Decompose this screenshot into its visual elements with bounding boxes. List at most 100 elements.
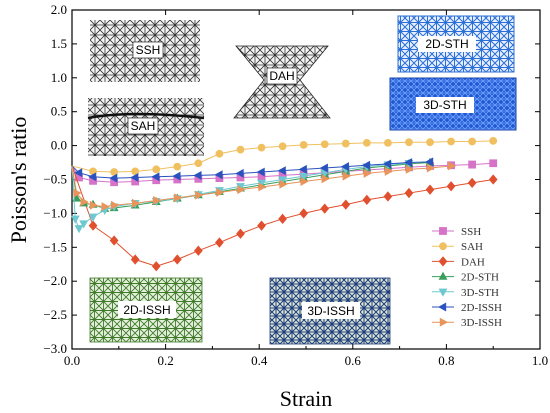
x-tick-label: 0.6 <box>345 353 362 368</box>
legend-marker <box>439 317 448 327</box>
data-point-3d-issh <box>405 164 414 174</box>
data-point-sah <box>405 138 413 147</box>
y-tick-label: −0.5 <box>43 172 67 187</box>
legend-marker <box>438 271 448 280</box>
data-point-sah <box>236 145 245 154</box>
data-point-sah <box>194 159 203 168</box>
data-point-2d-issh <box>256 167 265 177</box>
series-layer <box>70 136 498 272</box>
data-point-dah <box>236 228 245 239</box>
data-point-3d-issh <box>132 198 141 208</box>
data-point-2d-issh <box>425 157 434 167</box>
data-point-3d-issh <box>447 161 457 171</box>
y-tick-label: −2.0 <box>43 273 67 288</box>
legend-item-sah: SAH <box>432 241 483 253</box>
y-tick-label: 1.0 <box>51 70 67 85</box>
data-point-2d-issh <box>74 168 83 178</box>
data-point-2d-issh <box>172 171 181 181</box>
data-point-sah <box>447 137 455 146</box>
inset-label-3d-issh: 3D-ISSH <box>307 304 354 318</box>
data-point-2d-issh <box>235 168 244 178</box>
data-point-3d-issh <box>195 190 204 200</box>
data-point-3d-issh <box>216 187 225 197</box>
data-point-2d-issh <box>382 159 392 169</box>
data-point-dah <box>341 199 351 210</box>
series-dah <box>71 165 498 272</box>
data-point-2d-issh <box>214 170 223 180</box>
legend-item-2d-issh: 2D-ISSH <box>432 302 502 314</box>
legend-label-dah: DAH <box>461 256 485 268</box>
data-point-3d-sth <box>299 172 309 182</box>
y-axis-title: Poisson's ratio <box>6 117 31 244</box>
data-point-dah <box>467 177 477 189</box>
y-tick-label: −2.5 <box>43 307 67 322</box>
data-point-dah <box>446 181 456 192</box>
legend: SSH SAH DAH 2D-STH 3D-STH 2D-ISSH 3D-ISSH <box>432 226 502 329</box>
legend-item-ssh: SSH <box>432 226 481 238</box>
inset-label-ssh: SSH <box>136 43 161 57</box>
legend-label-sah: SAH <box>461 241 483 253</box>
data-point-2d-issh <box>340 162 349 172</box>
data-point-3d-issh <box>321 174 330 184</box>
data-point-2d-issh <box>277 166 286 176</box>
inset-dah: DAH <box>233 45 331 119</box>
data-point-sah <box>362 138 371 147</box>
data-point-dah <box>257 220 266 231</box>
legend-item-2d-sth: 2D-STH <box>432 272 499 284</box>
data-point-3d-sth <box>79 220 89 229</box>
x-axis-title: Strain <box>280 386 333 411</box>
data-point-3d-issh <box>73 188 82 198</box>
y-tick-label: 0.0 <box>51 138 67 153</box>
data-point-sah <box>341 139 350 148</box>
legend-marker <box>439 227 447 235</box>
data-point-dah <box>362 194 372 205</box>
data-point-2d-issh <box>193 170 202 180</box>
data-point-dah <box>383 191 393 202</box>
inset-label-3d-sth: 3D-STH <box>423 98 466 112</box>
data-point-dah <box>404 187 414 199</box>
inset-label-sah: SAH <box>131 119 156 133</box>
data-point-2d-issh <box>109 173 118 183</box>
data-point-3d-issh <box>258 182 267 192</box>
series-sah <box>71 136 498 176</box>
data-point-2d-issh <box>88 172 97 182</box>
x-tick-label: 0.8 <box>438 353 454 368</box>
data-point-dah <box>109 235 119 246</box>
data-point-dah <box>425 184 435 195</box>
inset-3d-sth: 3D-STH <box>389 77 517 131</box>
series-line-ssh <box>71 162 494 183</box>
legend-item-3d-issh: 3D-ISSH <box>432 317 502 329</box>
inset-label-dah: DAH <box>269 69 294 83</box>
y-tick-label: 2.0 <box>51 2 67 17</box>
data-point-3d-issh <box>279 179 288 189</box>
inset-sah: SAH <box>87 98 205 156</box>
data-point-3d-sth <box>88 213 98 222</box>
data-point-dah <box>88 220 98 231</box>
data-point-3d-issh <box>363 168 372 178</box>
data-point-2d-issh <box>151 172 160 182</box>
data-point-3d-issh <box>174 193 183 203</box>
y-tick-label: −3.0 <box>43 341 67 356</box>
legend-marker <box>438 256 448 267</box>
data-point-dah <box>130 254 140 265</box>
y-tick-label: −1.0 <box>43 205 67 220</box>
data-point-ssh <box>489 159 498 168</box>
data-point-dah <box>320 203 330 214</box>
data-point-sah <box>152 165 161 174</box>
legend-label-3d-issh: 3D-ISSH <box>461 317 502 329</box>
inset-images: SSH SAH DAH 2D-STH 3D-STH 2D-ISSH <box>87 15 517 345</box>
data-point-dah <box>299 208 309 219</box>
y-tick-label: 0.5 <box>51 104 67 119</box>
legend-label-ssh: SSH <box>461 226 481 238</box>
data-point-sah <box>215 149 224 158</box>
data-point-3d-issh <box>110 200 120 210</box>
data-point-dah <box>278 213 287 224</box>
inset-3d-issh: 3D-ISSH <box>269 277 391 345</box>
legend-label-2d-issh: 2D-ISSH <box>461 302 502 314</box>
x-tick-label: 0.4 <box>251 353 268 368</box>
legend-label-3d-sth: 3D-STH <box>461 287 499 299</box>
data-point-ssh <box>468 160 477 169</box>
inset-2d-sth: 2D-STH <box>397 15 515 73</box>
data-point-3d-sth <box>74 225 84 234</box>
data-point-3d-issh <box>101 202 110 212</box>
